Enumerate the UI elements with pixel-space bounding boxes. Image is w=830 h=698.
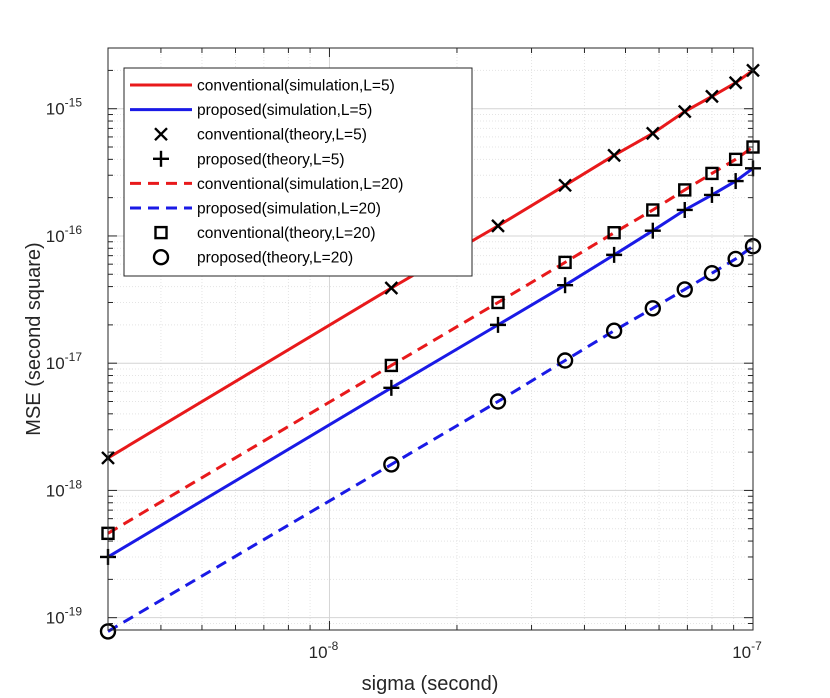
- series-7-point: [676, 281, 693, 298]
- series-7-point: [605, 322, 623, 339]
- y-tick-label: 10-15: [46, 96, 83, 119]
- x-marker-stroke: [384, 281, 399, 295]
- series-2-point: [384, 281, 399, 295]
- series-6-point: [678, 183, 692, 197]
- y-tick-label: 10-19: [46, 605, 83, 628]
- legend-swatch: [154, 225, 168, 240]
- legend-label: conventional(simulation,L=20): [197, 176, 403, 193]
- series-6-point: [558, 255, 572, 270]
- series-6-point: [705, 166, 719, 181]
- x-marker-stroke: [607, 148, 621, 163]
- x-marker-stroke: [705, 89, 719, 104]
- y-tick-label: 10-18: [46, 477, 83, 500]
- legend-label: proposed(theory,L=20): [197, 250, 353, 267]
- x-marker-stroke: [154, 127, 168, 142]
- x-axis-label: sigma (second): [362, 673, 499, 695]
- series-3-point: [606, 246, 623, 263]
- legend-swatch: [152, 249, 170, 266]
- x-tick-label: 10-7: [732, 639, 762, 662]
- series-6-point: [491, 295, 505, 310]
- axis-ticks: [107, 47, 754, 631]
- x-marker-stroke: [677, 104, 692, 119]
- series-3-point: [727, 173, 744, 190]
- x-marker-stroke: [491, 219, 505, 233]
- legend-swatch: [153, 150, 169, 167]
- legend-label: proposed(simulation,L=20): [197, 201, 381, 218]
- x-tick-label: 10-8: [309, 639, 339, 662]
- series-7-point: [556, 352, 574, 369]
- series-3-point: [703, 186, 720, 203]
- series-2-point: [728, 75, 743, 90]
- series-6-point: [646, 203, 660, 217]
- series-2-point: [491, 219, 505, 233]
- legend-swatch: [154, 127, 168, 142]
- y-axis-label: MSE (second square): [23, 242, 45, 435]
- series-6-point: [607, 226, 621, 240]
- y-tick-label: 10-16: [46, 223, 83, 246]
- series-3-point: [490, 316, 507, 333]
- series-7-point: [703, 264, 721, 282]
- legend-label: proposed(simulation,L=5): [197, 102, 372, 119]
- series-2-point: [705, 89, 719, 104]
- y-tick-label: 10-17: [46, 350, 83, 373]
- legend-label: conventional(theory,L=5): [197, 127, 367, 144]
- series-3-point: [676, 201, 693, 218]
- x-marker-stroke: [645, 126, 660, 141]
- legend-label: conventional(simulation,L=5): [197, 78, 395, 95]
- series-3-point: [383, 379, 400, 396]
- tick-labels: 10-8 10-7 10-19 10-18 10-17 10-16 10-15: [46, 96, 762, 662]
- x-marker-stroke: [558, 178, 572, 193]
- legend-label: conventional(theory,L=20): [197, 225, 376, 242]
- series-6-point: [384, 358, 399, 373]
- series-2-point: [607, 148, 621, 163]
- marker-layer: [99, 63, 762, 640]
- series-7-point: [383, 456, 400, 473]
- series-6-point: [728, 152, 743, 167]
- series-7-point: [489, 393, 507, 410]
- series-3-point: [644, 222, 661, 239]
- series-7-point: [727, 250, 744, 268]
- series-3-point: [557, 277, 574, 294]
- series-2-point: [558, 178, 572, 193]
- legend-label: proposed(theory,L=5): [197, 151, 345, 168]
- legend-box: [123, 67, 473, 277]
- x-marker-stroke: [728, 75, 743, 90]
- legend: conventional(simulation,L=5) proposed(sim…: [123, 67, 473, 277]
- series-7-point: [644, 300, 662, 317]
- plot-frame: [107, 47, 754, 631]
- series-line-1: [107, 167, 754, 559]
- series-2-point: [645, 126, 660, 141]
- series-2-point: [677, 104, 692, 119]
